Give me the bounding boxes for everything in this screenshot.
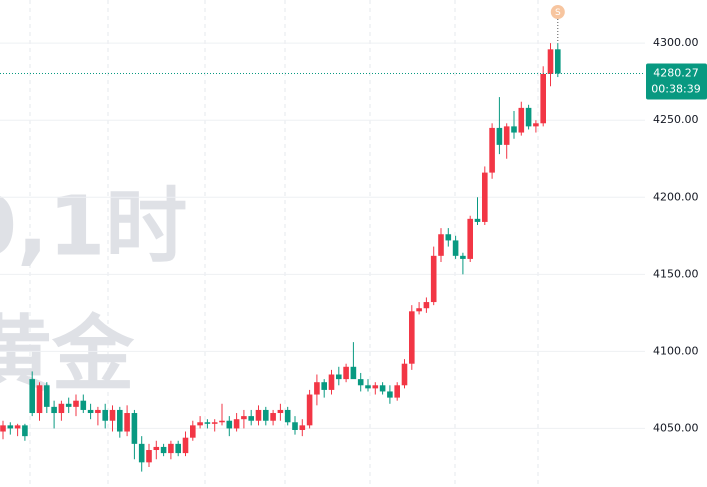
candle-body [248,416,254,421]
candle-body [0,425,6,432]
candle-body [350,366,357,380]
candle-body [547,49,554,74]
candle-body [146,450,152,463]
candle-body [44,385,50,407]
candle-body [430,255,437,303]
candle-body [284,409,291,423]
candle-body [219,420,225,423]
candle-body [452,240,459,256]
y-tick-label: 4200.00 [653,190,699,203]
candle-body [416,308,422,312]
candle-body [73,400,79,407]
candle-body [14,425,21,429]
candle-body [153,446,160,451]
candle-body [518,107,525,133]
price-label-box [646,63,707,100]
candle-body [7,425,14,429]
candle-body [204,422,211,424]
y-tick-label: 4050.00 [653,421,699,434]
candle-body [321,382,327,390]
candle-body [292,422,298,430]
candle-body [51,406,57,414]
candle-body [182,437,189,454]
y-tick-label: 4100.00 [653,344,699,357]
candle-body [160,446,167,454]
candle-body [467,218,473,259]
candle-body [117,409,123,432]
candle-body [138,443,145,463]
candle-body [270,413,276,421]
candle-body [482,172,488,222]
candle-body [343,366,349,380]
candle-body [409,311,415,364]
last-price-label: 4280.27 [653,67,699,80]
candle-body [102,409,108,421]
candle-body [555,49,561,74]
candle-body [525,107,532,127]
candle-body [314,382,320,395]
candle-body [540,73,546,124]
candle-body [87,409,94,414]
candle-body [255,409,262,421]
candle-body [58,403,65,414]
candle-body [379,385,386,392]
candle-body [460,255,466,259]
candle-body [95,409,101,414]
candle-body [299,425,306,430]
candle-body [241,416,247,420]
candle-body [211,422,218,424]
y-tick-label: 4300.00 [653,36,699,49]
watermark: 黄金 [0,307,135,402]
countdown: 00:38:39 [651,83,700,96]
candle-body [306,394,313,426]
candle-body [423,302,430,309]
candle-body [357,379,364,386]
candle-body [394,385,400,398]
candle-body [175,443,181,454]
candle-body [511,126,517,133]
candle-body [131,413,138,444]
candle-body [533,123,539,127]
candle-body [489,127,495,173]
candle-body [36,385,43,414]
watermark: 0,1时 [0,179,187,274]
candle-body [503,126,510,145]
marker-label: S [555,8,561,18]
candle-body [168,443,174,454]
candle-body [496,127,503,145]
candle-body [29,379,35,414]
candle-body [445,234,452,241]
y-tick-label: 4250.00 [653,113,699,126]
marker [550,5,565,19]
candle-body [124,413,130,432]
candle-body [277,409,284,414]
candle-body [65,403,72,407]
candle-body [401,363,408,386]
candle-body [190,425,196,438]
y-tick-label: 4150.00 [653,267,699,280]
candle-body [336,374,342,380]
candle-body [387,391,393,398]
candle-body [474,218,481,222]
candle-body [438,234,444,256]
candle-body [22,425,28,437]
candle-body [226,420,233,429]
candle-body [109,409,116,421]
candle-body [80,400,87,410]
candle-body [263,409,269,421]
candle-body [197,422,203,426]
candle-body [365,385,371,389]
candle-body [372,385,379,389]
candle-body [233,419,240,429]
candle-body [328,374,335,390]
